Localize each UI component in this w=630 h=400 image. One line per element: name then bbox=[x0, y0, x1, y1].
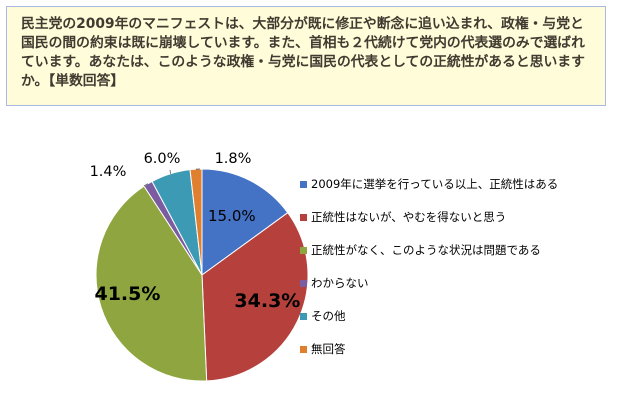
leader-line-4 bbox=[143, 183, 149, 187]
legend: 2009年に選挙を行っている以上、正統性はある 正統性はないが、やむを得ないと思う… bbox=[300, 176, 630, 374]
legend-swatch bbox=[300, 280, 307, 287]
legend-label: 正統性がなく、このような状況は問題である bbox=[311, 243, 541, 257]
legend-label: 無回答 bbox=[311, 342, 346, 356]
slice-label-2: 34.3% bbox=[234, 290, 300, 312]
legend-item-4: わからない bbox=[300, 275, 630, 308]
legend-swatch bbox=[300, 181, 307, 188]
legend-item-5: その他 bbox=[300, 308, 630, 341]
slice-label-4: 1.4% bbox=[90, 164, 127, 180]
pie-slice-6 bbox=[189, 168, 203, 276]
leader-line-5 bbox=[169, 169, 171, 174]
pie-slice-3 bbox=[95, 185, 208, 382]
legend-label: 正統性はないが、やむを得ないと思う bbox=[311, 210, 507, 224]
pie-slice-2 bbox=[201, 211, 309, 382]
slice-label-3: 41.5% bbox=[94, 283, 160, 305]
legend-swatch bbox=[300, 214, 307, 221]
legend-swatch bbox=[300, 346, 307, 353]
legend-label: わからない bbox=[311, 276, 369, 290]
legend-item-6: 無回答 bbox=[300, 341, 630, 374]
legend-item-1: 2009年に選挙を行っている以上、正統性はある bbox=[300, 176, 630, 209]
legend-label: 2009年に選挙を行っている以上、正統性はある bbox=[311, 177, 559, 191]
pie-slice-1 bbox=[201, 168, 289, 276]
legend-label: その他 bbox=[311, 309, 346, 323]
legend-swatch bbox=[300, 313, 307, 320]
legend-swatch bbox=[300, 247, 307, 254]
legend-item-2: 正統性はないが、やむを得ないと思う bbox=[300, 209, 630, 242]
question-box: 民主党の2009年のマニフェストは、大部分が既に修正や断念に追い込まれ、政権・与… bbox=[6, 6, 606, 106]
slice-label-6: 1.8% bbox=[215, 151, 252, 167]
legend-item-3: 正統性がなく、このような状況は問題である bbox=[300, 242, 630, 275]
slice-label-5: 6.0% bbox=[144, 151, 181, 167]
slice-label-1: 15.0% bbox=[208, 207, 256, 225]
question-text: 民主党の2009年のマニフェストは、大部分が既に修正や断念に追い込まれ、政権・与… bbox=[21, 16, 585, 89]
